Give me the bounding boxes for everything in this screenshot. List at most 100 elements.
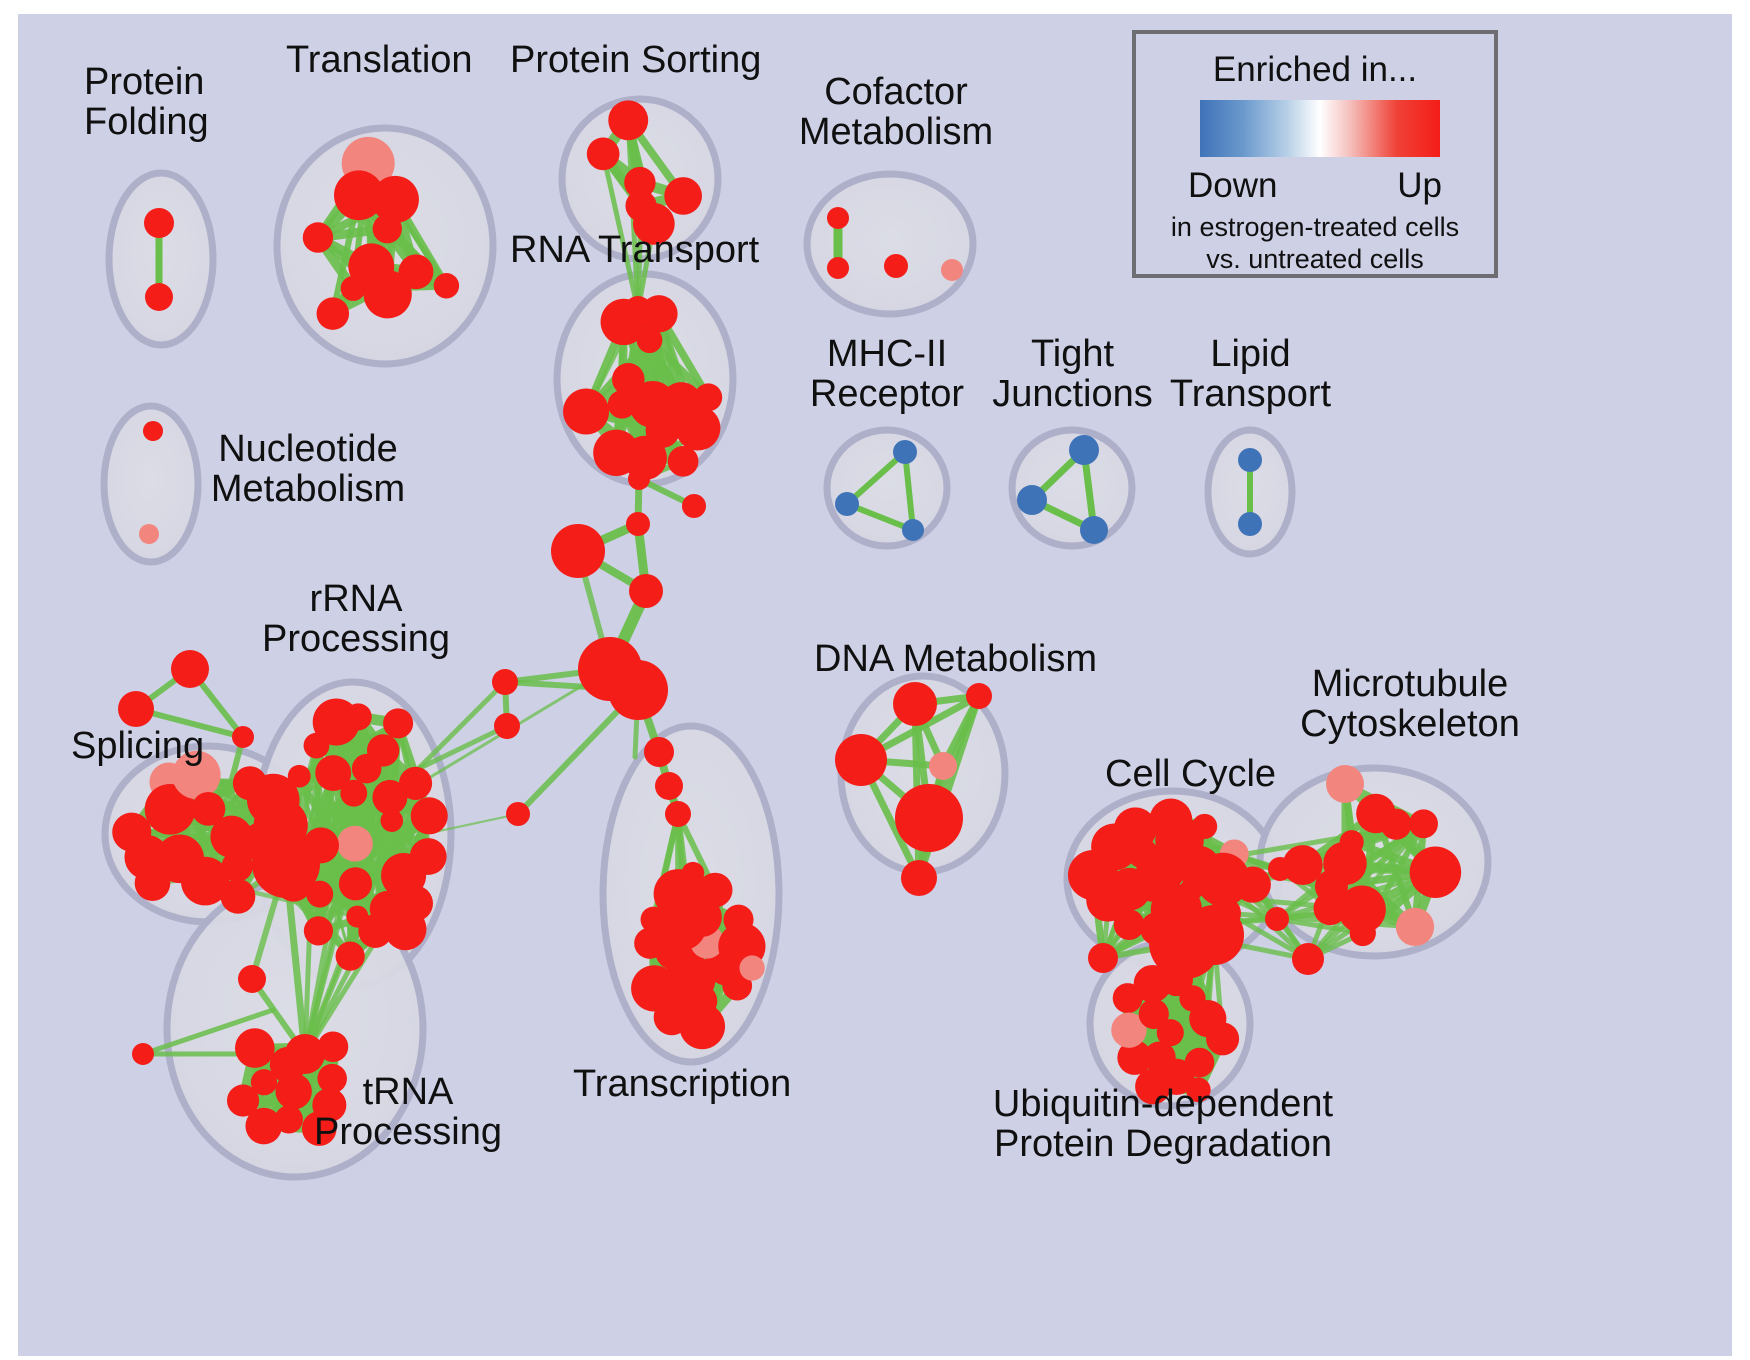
gene-set-node[interactable] — [252, 830, 320, 898]
gene-set-node[interactable] — [722, 970, 753, 1001]
gene-set-node[interactable] — [344, 703, 372, 731]
gene-set-node[interactable] — [1326, 765, 1364, 803]
gene-set-node[interactable] — [664, 177, 702, 215]
gene-set-node[interactable] — [1113, 807, 1157, 851]
gene-set-node[interactable] — [398, 766, 433, 800]
gene-set-node[interactable] — [1349, 919, 1376, 947]
gene-set-node[interactable] — [835, 492, 859, 516]
gene-set-node[interactable] — [1238, 512, 1262, 536]
gene-set-node[interactable] — [1180, 877, 1204, 901]
gene-set-node[interactable] — [118, 691, 154, 727]
gene-set-node[interactable] — [372, 779, 408, 815]
gene-set-node[interactable] — [563, 388, 610, 435]
gene-set-node[interactable] — [901, 860, 937, 896]
gene-set-node[interactable] — [250, 1069, 278, 1096]
gene-set-node[interactable] — [315, 755, 352, 792]
gene-set-node[interactable] — [1192, 813, 1218, 840]
gene-set-node[interactable] — [631, 965, 678, 1012]
gene-set-node[interactable] — [317, 1031, 349, 1062]
gene-set-node[interactable] — [287, 764, 311, 788]
gene-set-node[interactable] — [682, 897, 722, 937]
gene-set-node[interactable] — [372, 214, 402, 244]
gene-set-node[interactable] — [895, 784, 963, 852]
gene-set-node[interactable] — [144, 208, 174, 238]
gene-set-node[interactable] — [433, 273, 460, 299]
gene-set-node[interactable] — [1409, 809, 1438, 839]
gene-set-node[interactable] — [694, 383, 723, 412]
gene-set-node[interactable] — [551, 524, 605, 578]
gene-set-node[interactable] — [624, 166, 656, 199]
gene-set-node[interactable] — [145, 283, 173, 311]
gene-set-node[interactable] — [1339, 830, 1364, 855]
gene-set-node[interactable] — [275, 1073, 312, 1110]
gene-set-node[interactable] — [1135, 1068, 1171, 1105]
gene-set-node[interactable] — [884, 254, 908, 278]
gene-set-node[interactable] — [586, 137, 620, 171]
gene-set-node[interactable] — [1138, 998, 1169, 1030]
gene-set-node[interactable] — [1196, 852, 1250, 907]
gene-set-node[interactable] — [351, 753, 382, 784]
gene-set-node[interactable] — [235, 1028, 275, 1068]
gene-set-node[interactable] — [1069, 435, 1099, 465]
gene-set-node[interactable] — [172, 750, 221, 800]
gene-set-node[interactable] — [1338, 885, 1386, 934]
gene-set-node[interactable] — [681, 861, 705, 885]
gene-set-node[interactable] — [383, 708, 414, 739]
gene-set-node[interactable] — [612, 363, 645, 396]
gene-set-node[interactable] — [303, 916, 333, 946]
gene-set-node[interactable] — [1185, 1077, 1211, 1103]
gene-set-node[interactable] — [410, 797, 448, 835]
gene-set-node[interactable] — [1113, 909, 1145, 941]
gene-set-node[interactable] — [1268, 857, 1292, 881]
gene-set-node[interactable] — [827, 207, 849, 229]
gene-set-node[interactable] — [338, 867, 373, 901]
gene-set-node[interactable] — [1111, 1012, 1147, 1048]
gene-set-node[interactable] — [220, 878, 256, 914]
gene-set-node[interactable] — [593, 429, 640, 477]
gene-set-node[interactable] — [398, 254, 434, 290]
gene-set-node[interactable] — [827, 257, 849, 279]
gene-set-node[interactable] — [143, 421, 163, 441]
gene-set-node[interactable] — [306, 880, 334, 908]
gene-set-node[interactable] — [134, 865, 171, 901]
gene-set-node[interactable] — [607, 390, 637, 419]
gene-set-node[interactable] — [155, 834, 205, 884]
gene-set-node[interactable] — [380, 809, 404, 832]
gene-set-node[interactable] — [492, 669, 518, 695]
gene-set-node[interactable] — [340, 275, 366, 301]
gene-set-node[interactable] — [139, 524, 159, 544]
gene-set-node[interactable] — [1117, 1040, 1152, 1075]
gene-set-node[interactable] — [636, 327, 663, 354]
gene-set-node[interactable] — [191, 792, 226, 826]
gene-set-node[interactable] — [1088, 943, 1118, 973]
gene-set-node[interactable] — [340, 779, 368, 807]
gene-set-node[interactable] — [494, 713, 520, 739]
gene-set-node[interactable] — [221, 850, 253, 882]
gene-set-node[interactable] — [608, 100, 649, 141]
gene-set-node[interactable] — [1265, 907, 1289, 931]
gene-set-node[interactable] — [645, 413, 680, 448]
gene-set-node[interactable] — [629, 574, 663, 608]
gene-set-node[interactable] — [245, 1107, 283, 1145]
gene-set-node[interactable] — [1189, 999, 1227, 1038]
gene-set-node[interactable] — [316, 297, 350, 330]
gene-set-node[interactable] — [232, 726, 254, 748]
gene-set-node[interactable] — [893, 682, 937, 726]
gene-set-node[interactable] — [929, 752, 957, 780]
gene-set-node[interactable] — [1395, 907, 1435, 947]
gene-set-node[interactable] — [1238, 448, 1262, 472]
gene-set-node[interactable] — [1136, 844, 1186, 894]
gene-set-node[interactable] — [632, 203, 675, 245]
gene-set-node[interactable] — [835, 734, 887, 786]
gene-set-node[interactable] — [1380, 808, 1412, 840]
gene-set-node[interactable] — [1184, 1047, 1215, 1078]
gene-set-node[interactable] — [1409, 846, 1462, 898]
gene-set-node[interactable] — [665, 801, 691, 827]
gene-set-node[interactable] — [335, 941, 365, 971]
gene-set-node[interactable] — [336, 825, 373, 862]
gene-set-node[interactable] — [506, 802, 530, 826]
gene-set-node[interactable] — [358, 913, 393, 948]
gene-set-node[interactable] — [384, 907, 427, 951]
gene-set-node[interactable] — [644, 737, 674, 767]
gene-set-node[interactable] — [302, 222, 334, 253]
